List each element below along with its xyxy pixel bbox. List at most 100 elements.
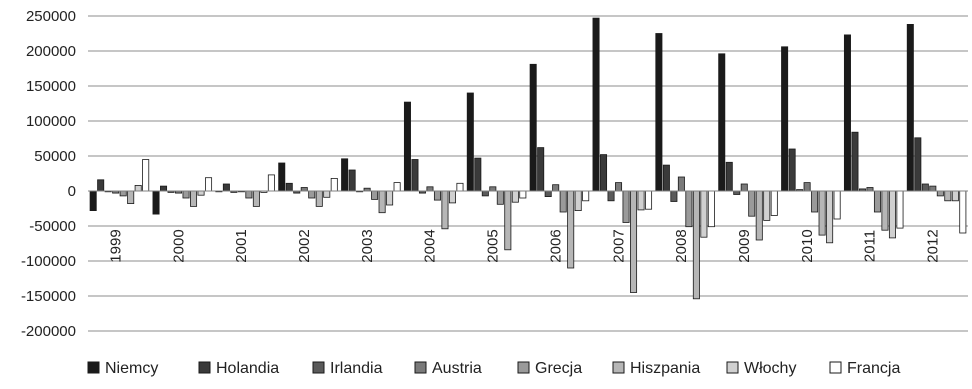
- bar-holandia-2002: [285, 182, 293, 192]
- legend-label: Hiszpania: [630, 360, 700, 377]
- bar-hiszpania-2005: [504, 190, 512, 251]
- y-tick-label: -200000: [21, 323, 76, 340]
- x-category-label: 2000: [170, 229, 187, 262]
- bar-holandia-2004: [411, 159, 419, 192]
- bar-hiszpania-1999: [127, 190, 135, 205]
- bar-holandia-2008: [662, 164, 670, 192]
- bar-irlandia-2007: [607, 190, 615, 202]
- x-category-label: 2003: [359, 229, 376, 262]
- legend-label: Francja: [847, 360, 900, 377]
- bar-holandia-2000: [160, 185, 168, 192]
- bar-włochy-2011: [888, 190, 896, 239]
- bar-holandia-2010: [788, 148, 796, 192]
- bar-włochy-1999: [134, 184, 142, 192]
- legend-label: Niemcy: [105, 360, 158, 377]
- y-tick-label: 200000: [26, 43, 76, 60]
- legend-swatch: [612, 361, 625, 374]
- bar-włochy-2008: [700, 190, 708, 238]
- bar-hiszpania-2001: [252, 190, 260, 207]
- bar-holandia-2001: [222, 183, 230, 192]
- bar-włochy-2000: [197, 190, 205, 196]
- bar-austria-2002: [300, 187, 308, 192]
- bar-włochy-2005: [511, 190, 519, 203]
- y-tick-label: -150000: [21, 288, 76, 305]
- legend-label: Holandia: [216, 360, 279, 377]
- x-category-label: 2002: [296, 229, 313, 262]
- x-category-label: 2007: [610, 229, 627, 262]
- bar-holandia-2009: [725, 161, 733, 192]
- x-category-label: 2012: [925, 229, 942, 262]
- bar-austria-2006: [552, 184, 560, 192]
- bar-hiszpania-2002: [315, 190, 323, 207]
- gridlines: [88, 15, 968, 332]
- y-tick-label: 0: [68, 183, 76, 200]
- legend-label: Austria: [432, 360, 482, 377]
- x-category-label: 2004: [422, 229, 439, 262]
- x-category-label: 1999: [107, 229, 124, 262]
- bar-grecja-2004: [433, 190, 441, 201]
- x-category-label: 2006: [547, 229, 564, 262]
- legend-swatch: [198, 361, 211, 374]
- bar-hiszpania-2011: [881, 190, 889, 231]
- bar-niemcy-2010: [781, 46, 789, 192]
- bar-austria-2004: [426, 186, 434, 192]
- bar-holandia-2005: [474, 157, 482, 192]
- bar-francja-2000: [205, 177, 213, 192]
- bar-niemcy-2002: [278, 162, 286, 192]
- bar-niemcy-2005: [466, 92, 474, 192]
- bar-hiszpania-2004: [441, 190, 449, 230]
- bar-hiszpania-2010: [818, 190, 826, 236]
- bar-francja-1999: [142, 159, 150, 192]
- bar-austria-2007: [615, 182, 623, 192]
- bar-włochy-2003: [386, 190, 394, 206]
- bar-francja-2005: [519, 190, 527, 199]
- bar-hiszpania-2006: [567, 190, 575, 269]
- bar-włochy-2004: [448, 190, 456, 204]
- bar-niemcy-2011: [843, 34, 851, 192]
- x-category-label: 2008: [673, 229, 690, 262]
- bar-austria-2005: [489, 186, 497, 192]
- bar-włochy-2012: [951, 190, 959, 202]
- x-category-label: 2005: [485, 229, 502, 262]
- bar-hiszpania-2007: [630, 190, 638, 293]
- bar-niemcy-2008: [655, 33, 663, 192]
- legend-swatch: [312, 361, 325, 374]
- bar-austria-2009: [740, 183, 748, 192]
- bar-włochy-2010: [826, 190, 834, 244]
- bar-francja-2012: [959, 190, 967, 234]
- bar-francja-2008: [707, 190, 715, 228]
- bar-hiszpania-2000: [190, 190, 198, 207]
- bar-niemcy-2006: [529, 63, 537, 192]
- bar-niemcy-2009: [718, 53, 726, 192]
- bar-austria-2008: [677, 176, 685, 192]
- bar-hiszpania-2012: [944, 190, 952, 202]
- y-tick-label: -100000: [21, 253, 76, 270]
- bar-irlandia-2009: [733, 190, 741, 195]
- bar-holandia-2006: [537, 147, 545, 192]
- bar-grecja-1999: [119, 190, 127, 197]
- legend-swatch: [517, 361, 530, 374]
- bar-francja-2011: [896, 190, 904, 229]
- bar-irlandia-2012: [921, 183, 929, 192]
- bar-hiszpania-2008: [692, 190, 700, 300]
- bar-irlandia-2006: [544, 190, 552, 197]
- bar-hiszpania-2009: [755, 190, 763, 241]
- bar-grecja-2011: [873, 190, 881, 213]
- bar-holandia-1999: [97, 179, 105, 192]
- y-tick-label: 100000: [26, 113, 76, 130]
- y-tick-label: 150000: [26, 78, 76, 95]
- bar-francja-2001: [267, 174, 275, 192]
- x-category-label: 2009: [736, 229, 753, 262]
- bar-grecja-2005: [496, 190, 504, 205]
- y-tick-label: -50000: [29, 218, 76, 235]
- bar-włochy-2002: [323, 190, 331, 198]
- legend-label: Irlandia: [330, 360, 383, 377]
- legend-label: Grecja: [535, 360, 582, 377]
- x-category-label: 2001: [233, 229, 250, 262]
- bar-niemcy-2004: [403, 101, 411, 192]
- bar-grecja-2012: [936, 190, 944, 197]
- bar-austria-2012: [929, 185, 937, 192]
- bar-francja-2007: [645, 190, 653, 210]
- x-category-label: 2010: [799, 229, 816, 262]
